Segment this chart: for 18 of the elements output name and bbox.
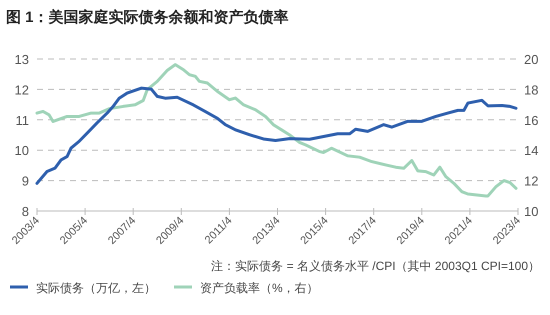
y2-tick-label: 12: [524, 174, 538, 189]
y2-tick-label: 18: [524, 82, 538, 98]
legend-label: 实际债务（万亿，左）: [36, 281, 156, 295]
line-series: [36, 63, 518, 198]
y-tick-label: 12: [14, 82, 29, 98]
line-series: [36, 86, 518, 185]
y-tick-label: 10: [14, 143, 29, 158]
y-tick-label: 11: [16, 112, 29, 128]
y2-tick-label: 16: [524, 112, 538, 128]
y2-tick-label: 10: [524, 204, 538, 219]
y-tick-label: 13: [14, 52, 29, 67]
y-tick-label: 9: [22, 174, 29, 189]
y2-tick-label: 20: [524, 52, 538, 67]
chart-title: 图 1：美国家庭实际债务余额和资产负债率: [6, 8, 289, 26]
y-tick-label: 8: [22, 204, 29, 219]
y2-tick-label: 14: [524, 143, 538, 158]
legend-label: 资产负载率（%，右）: [200, 281, 319, 295]
text: 注：实际债务 = 名义债务水平 /CPI（其中 2003Q1 CPI=100）: [211, 259, 540, 273]
